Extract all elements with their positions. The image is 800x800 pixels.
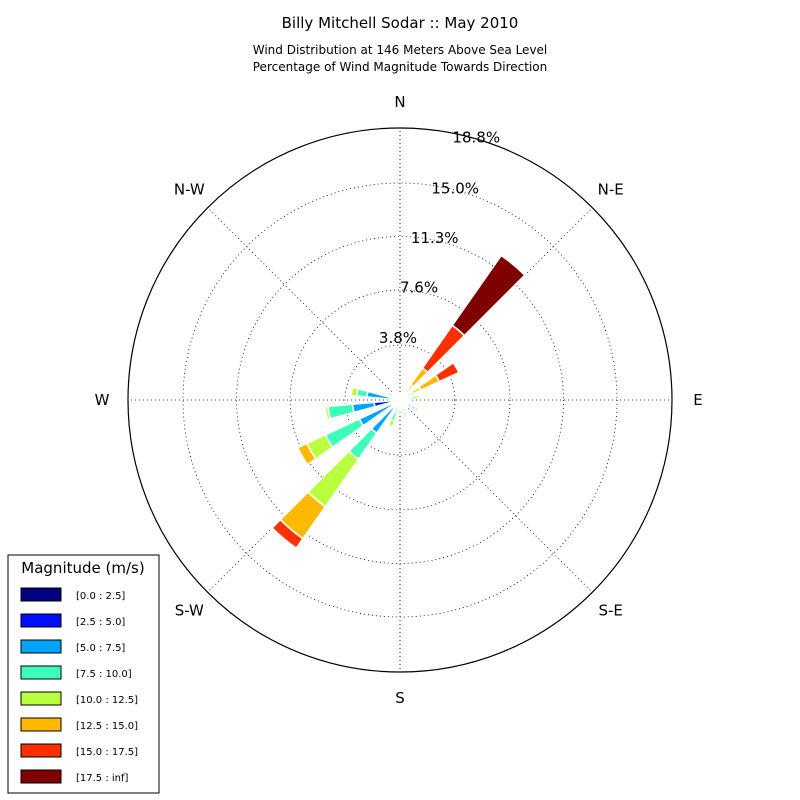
legend-swatch [20, 613, 62, 628]
legend-swatch [20, 587, 62, 602]
wind-sector-segment [413, 406, 420, 413]
wind-sector-segment [365, 390, 393, 401]
wind-sector-segment [451, 254, 526, 337]
chart-subtitle-line-2: Percentage of Wind Magnitude Towards Dir… [253, 60, 547, 74]
legend-entry-label: [12.5 : 15.0] [76, 721, 138, 732]
grid-ring [182, 182, 618, 618]
radial-tick-label: 15.0% [431, 179, 479, 197]
legend-entry-label: [2.5 : 5.0] [76, 617, 125, 628]
wind-sector-segment [394, 387, 401, 399]
legend-entry-label: [7.5 : 10.0] [76, 669, 132, 680]
wind-sector-segment [403, 403, 409, 410]
direction-label-n-e: N-E [598, 180, 624, 198]
wind-sectors [270, 254, 526, 550]
legend-swatch [20, 769, 62, 784]
legend: Magnitude (m/s) [0.0 : 2.5] [2.5 : 5.0] [5… [7, 554, 160, 794]
grid-ring [289, 289, 511, 511]
wind-sector-segment [351, 401, 376, 414]
legend-swatch [20, 691, 62, 706]
ring-labels: 3.8% 7.6% 11.3% 15.0% 18.8% [379, 129, 500, 348]
legend-swatch [20, 639, 62, 654]
grid-spoke [399, 399, 593, 593]
direction-label-s-e: S-E [599, 602, 623, 620]
wind-sector-segment [387, 391, 396, 399]
wind-sector-segment [324, 405, 332, 421]
radial-tick-label: 7.6% [400, 278, 438, 296]
radial-tick-label: 18.8% [452, 129, 500, 147]
legend-swatch [20, 717, 62, 732]
wind-sector-segment [347, 385, 353, 397]
legend-items: [0.0 : 2.5] [2.5 : 5.0] [5.0 : 7.5] [7.5 : … [20, 587, 138, 784]
legend-entry-label: [0.0 : 2.5] [76, 591, 125, 602]
wind-sector-segment [270, 518, 305, 550]
direction-label-s-w: S-W [175, 602, 204, 620]
wind-sector-segment [410, 394, 420, 400]
chart-subtitle-line-1: Wind Distribution at 146 Meters Above Se… [253, 43, 548, 57]
wind-sector-segment [401, 390, 405, 394]
grid-spoke [207, 207, 401, 401]
legend-entry-label: [5.0 : 7.5] [76, 643, 125, 654]
wind-sector-segment [392, 391, 397, 397]
wind-sector-segment [402, 410, 409, 418]
direction-label-e: E [693, 391, 702, 409]
wind-sector-segment [327, 403, 355, 420]
radial-tick-label: 3.8% [379, 329, 417, 347]
wind-sector-segment [421, 324, 466, 374]
wind-sector-segment [398, 407, 402, 413]
legend-swatch [20, 743, 62, 758]
wind-sector-segment [387, 418, 396, 428]
grid-ring [236, 236, 564, 564]
wind-sector-segment [406, 399, 410, 404]
legend-entry-label: [15.0 : 17.5] [76, 747, 138, 758]
wind-sector-segment [398, 391, 402, 395]
legend-title: Magnitude (m/s) [21, 559, 144, 577]
direction-label-w: W [95, 391, 110, 409]
direction-label-s: S [395, 689, 405, 707]
legend-entry-label: [17.5 : inf] [76, 773, 129, 784]
wind-sector-segment [452, 360, 462, 374]
legend-entry-label: [10.0 : 12.5] [76, 695, 138, 706]
wind-sector-segment [296, 442, 317, 466]
direction-labels: N N-E E S-E S S-W W N-W [95, 93, 703, 707]
outer-circle [127, 127, 673, 673]
legend-swatch [20, 665, 62, 680]
chart-title: Billy Mitchell Sodar :: May 2010 [282, 14, 519, 32]
direction-label-n: N [394, 93, 405, 111]
radial-tick-label: 11.3% [411, 229, 459, 247]
direction-label-n-w: N-W [174, 180, 205, 198]
grid-ring [344, 344, 456, 456]
